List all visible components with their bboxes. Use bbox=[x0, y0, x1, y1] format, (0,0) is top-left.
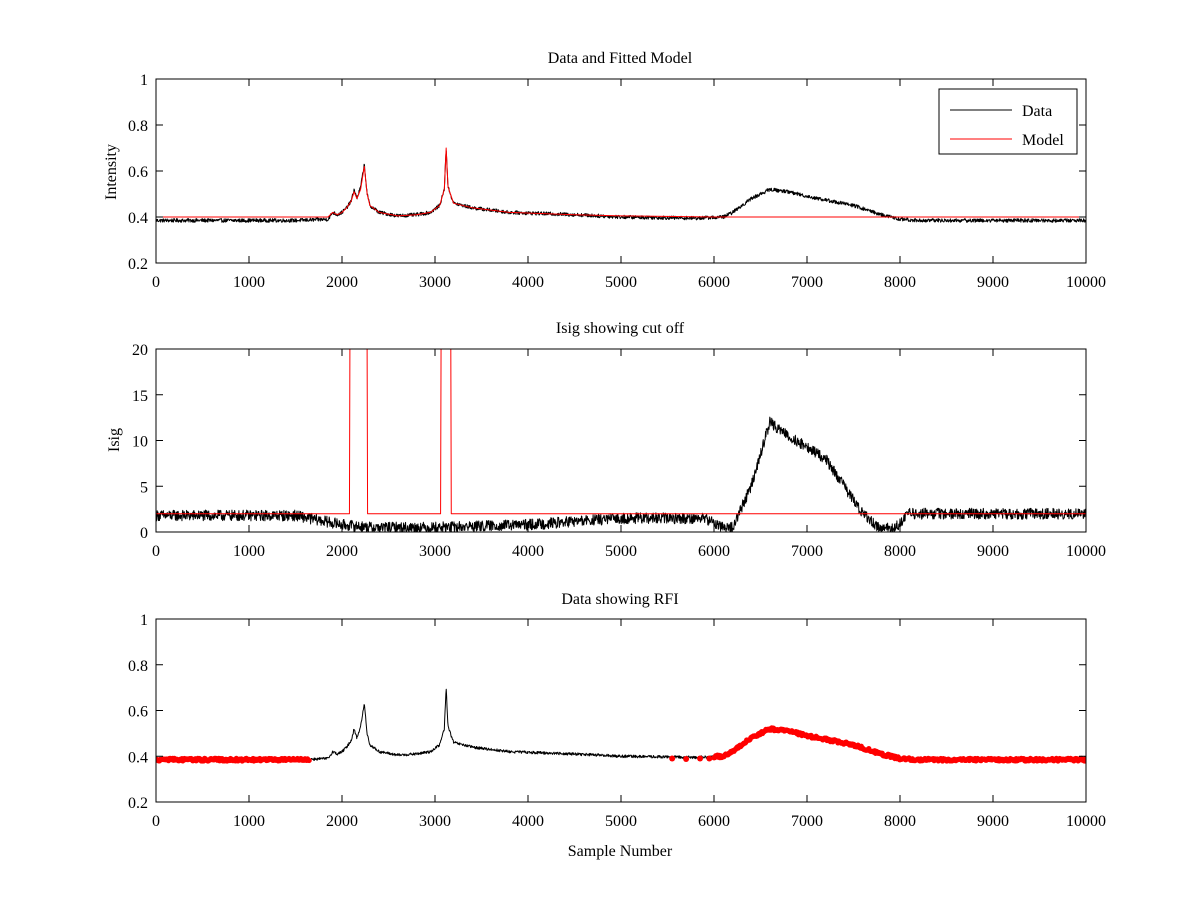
y-tick-label: 0.2 bbox=[128, 256, 148, 273]
x-tick-label: 0 bbox=[152, 543, 160, 560]
rfi-marker bbox=[306, 757, 312, 764]
y-tick-label: 0.4 bbox=[128, 210, 148, 227]
x-tick-label: 1000 bbox=[233, 274, 265, 291]
y-tick-label: 0 bbox=[140, 525, 148, 542]
y-tick-label: 0.2 bbox=[128, 795, 148, 812]
series-cut-off-line bbox=[156, 349, 1086, 515]
legend-label-data: Data bbox=[1022, 103, 1052, 120]
rfi-markers bbox=[156, 725, 1086, 764]
x-tick-label: 4000 bbox=[512, 813, 544, 830]
x-tick-label: 3000 bbox=[419, 543, 451, 560]
plot-area bbox=[156, 349, 1086, 532]
plot-area bbox=[156, 688, 1086, 764]
series-isig-line bbox=[156, 416, 1086, 532]
x-tick-label: 6000 bbox=[698, 813, 730, 830]
rfi-marker bbox=[1083, 756, 1086, 762]
legend-box bbox=[938, 88, 1078, 155]
plot-title: Data and Fitted Model bbox=[548, 50, 693, 67]
x-tick-label: 10000 bbox=[1066, 274, 1106, 291]
panel-data-and-fitted-model: Data and Fitted Model Intensity 0 1000 200… bbox=[103, 50, 1106, 291]
series-model-line bbox=[156, 147, 1086, 218]
rfi-marker bbox=[697, 755, 704, 762]
y-tick-label: 1 bbox=[140, 72, 148, 89]
x-axis-label: Sample Number bbox=[568, 843, 673, 860]
x-tick-label: 9000 bbox=[977, 813, 1009, 830]
x-tick-label: 7000 bbox=[791, 274, 823, 291]
rfi-marker bbox=[683, 756, 690, 762]
y-axis-label: Isig bbox=[106, 428, 123, 452]
x-tick-label: 4000 bbox=[512, 543, 544, 560]
legend: Data Model bbox=[938, 88, 1078, 155]
series-data-line bbox=[156, 150, 1086, 223]
x-tick-label: 5000 bbox=[605, 813, 637, 830]
x-tick-label: 9000 bbox=[977, 274, 1009, 291]
y-tick-label: 0.8 bbox=[128, 658, 148, 675]
x-tick-label: 10000 bbox=[1066, 813, 1106, 830]
x-tick-label: 7000 bbox=[791, 543, 823, 560]
x-tick-label: 3000 bbox=[419, 813, 451, 830]
x-tick-label: 8000 bbox=[884, 274, 916, 291]
y-axis-label: Intensity bbox=[103, 144, 120, 200]
rfi-marker bbox=[706, 755, 713, 762]
rfi-marker bbox=[669, 755, 676, 762]
x-tick-label: 5000 bbox=[605, 543, 637, 560]
x-tick-label: 7000 bbox=[791, 813, 823, 830]
x-tick-label: 8000 bbox=[884, 543, 916, 560]
y-tick-label: 10 bbox=[132, 434, 148, 451]
y-tick-label: 0.8 bbox=[128, 118, 148, 135]
x-tick-label: 9000 bbox=[977, 543, 1009, 560]
plot-title: Data showing RFI bbox=[561, 591, 678, 608]
y-tick-label: 5 bbox=[140, 479, 148, 496]
legend-label-model: Model bbox=[1022, 132, 1064, 149]
x-tick-label: 0 bbox=[152, 813, 160, 830]
x-tick-label: 5000 bbox=[605, 274, 637, 291]
panel-isig-showing-cut-off: Isig showing cut off Isig 0 1000 2000 3000 4… bbox=[106, 320, 1106, 560]
plot-title: Isig showing cut off bbox=[556, 320, 685, 337]
x-tick-label: 3000 bbox=[419, 274, 451, 291]
x-tick-label: 0 bbox=[152, 274, 160, 291]
x-tick-label: 6000 bbox=[698, 274, 730, 291]
x-tick-label: 10000 bbox=[1066, 543, 1106, 560]
y-tick-label: 20 bbox=[132, 342, 148, 359]
y-tick-label: 1 bbox=[140, 612, 148, 629]
x-tick-label: 2000 bbox=[326, 274, 358, 291]
x-tick-label: 1000 bbox=[233, 813, 265, 830]
x-tick-label: 4000 bbox=[512, 274, 544, 291]
panel-data-showing-rfi: Data showing RFI Sample Number 0 1000 2000… bbox=[128, 591, 1106, 860]
x-tick-label: 2000 bbox=[326, 543, 358, 560]
x-tick-label: 2000 bbox=[326, 813, 358, 830]
x-tick-label: 8000 bbox=[884, 813, 916, 830]
y-tick-label: 15 bbox=[132, 388, 148, 405]
plot-area bbox=[156, 147, 1086, 223]
y-tick-label: 0.6 bbox=[128, 704, 148, 721]
y-tick-label: 0.4 bbox=[128, 749, 148, 766]
x-tick-label: 1000 bbox=[233, 543, 265, 560]
y-tick-label: 0.6 bbox=[128, 164, 148, 181]
x-tick-label: 6000 bbox=[698, 543, 730, 560]
